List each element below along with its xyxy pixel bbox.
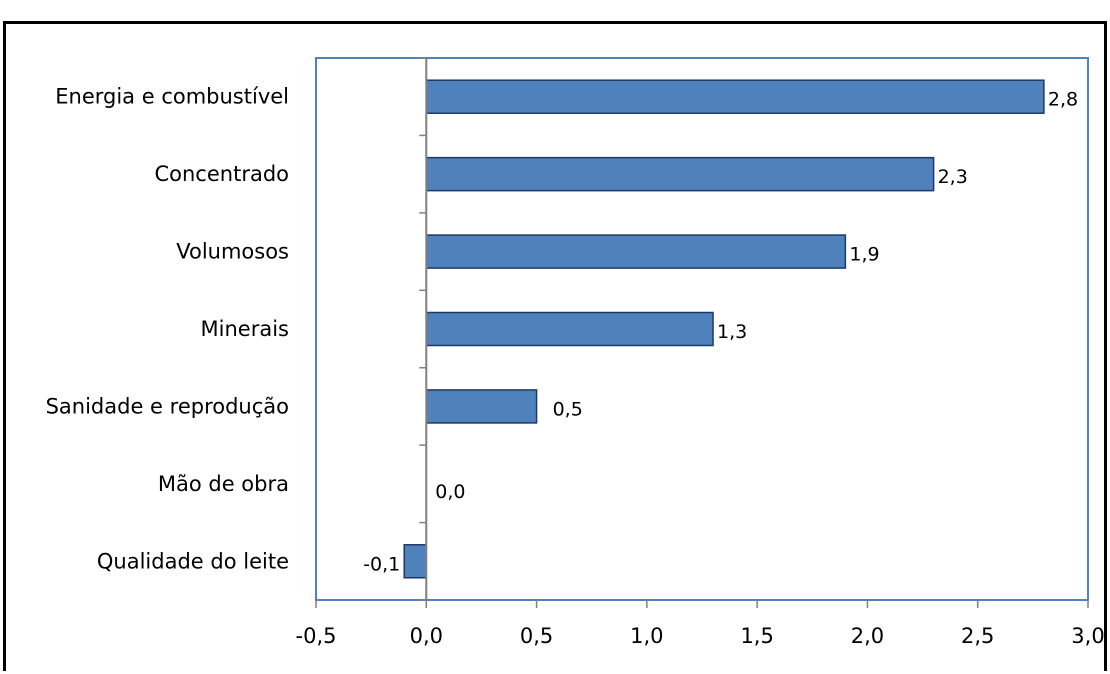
category-label-6: Qualidade do leite [97, 549, 289, 573]
data-label-3: 1,3 [717, 321, 747, 343]
x-tick-label-3: 1,0 [630, 624, 663, 648]
bars-group [403, 79, 1045, 579]
category-label-1: Concentrado [154, 162, 289, 186]
category-label-0: Energia e combustível [55, 85, 289, 109]
bar-chart: -0,5 0,0 0,5 1,0 1,5 2,0 2,5 3,0 Energia e comb… [46, 57, 1104, 648]
bar-2 [425, 234, 847, 269]
category-label-2: Volumosos [176, 240, 289, 264]
x-tick-label-2: 0,5 [520, 624, 553, 648]
data-label-4: 0,5 [553, 398, 583, 420]
bar-3 [425, 311, 714, 347]
x-tick-label-6: 2,5 [961, 624, 994, 648]
category-label-5: Mão de obra [158, 472, 289, 496]
data-label-5: 0,0 [435, 481, 465, 503]
chart-title-strip [0, 0, 1110, 18]
category-label-3: Minerais [201, 317, 289, 341]
x-tick-label-4: 1,5 [740, 624, 773, 648]
bar-0 [425, 79, 1045, 114]
category-label-4: Sanidade e reprodução [46, 394, 289, 418]
x-tick-label-1: 0,0 [410, 624, 443, 648]
zero-axis-group [419, 57, 428, 601]
data-label-6: -0,1 [363, 553, 400, 575]
x-axis-group: -0,5 0,0 0,5 1,0 1,5 2,0 2,5 3,0 [296, 600, 1104, 648]
chart-frame: -0,5 0,0 0,5 1,0 1,5 2,0 2,5 3,0 Energia e comb… [3, 21, 1107, 671]
data-labels-group: 2,8 2,3 1,9 1,3 0,5 0,0 -0,1 [363, 89, 1078, 576]
bar-4 [425, 389, 538, 424]
x-tick-label-7: 3,0 [1071, 624, 1104, 648]
x-tick-label-0: -0,5 [296, 624, 337, 648]
x-tick-label-5: 2,0 [851, 624, 884, 648]
data-label-2: 1,9 [849, 244, 879, 266]
data-label-0: 2,8 [1048, 89, 1078, 111]
bar-1 [425, 156, 935, 192]
bar-6 [403, 544, 428, 579]
category-labels-group: Energia e combustível Concentrado Volumoso… [46, 85, 289, 574]
data-label-1: 2,3 [938, 166, 968, 188]
plot-area [315, 57, 1089, 601]
